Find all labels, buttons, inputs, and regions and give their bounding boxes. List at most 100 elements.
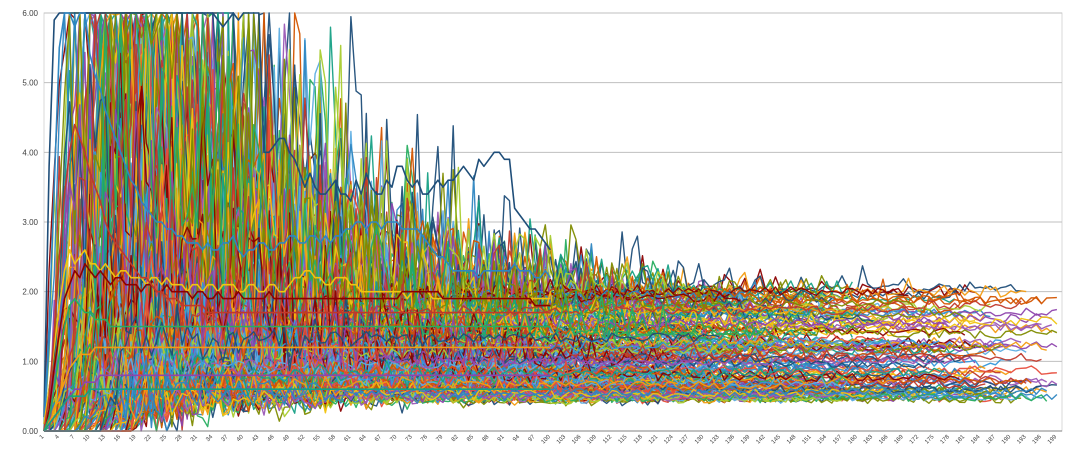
x-tick-label: 85 — [466, 434, 475, 443]
series-line — [43, 123, 551, 432]
x-tick-label: 94 — [512, 434, 521, 443]
x-tick-label: 181 — [955, 434, 967, 446]
series-line — [44, 12, 1042, 432]
x-tick-label: 73 — [405, 434, 414, 443]
axes: 0.00 1.00 2.00 3.00 4.00 5.00 6.00 1 4 7 10 13 16 19 2… — [22, 9, 1062, 445]
x-tick-label: 199 — [1047, 434, 1059, 446]
x-tick-label: 76 — [420, 434, 429, 443]
x-tick-label: 7 — [70, 434, 77, 441]
series-line — [44, 357, 1048, 432]
series-line — [43, 263, 551, 432]
x-tick-label: 166 — [878, 434, 890, 446]
series-line — [44, 301, 761, 432]
x-tick-label: 184 — [970, 434, 982, 446]
x-tick-label: 124 — [663, 434, 675, 446]
x-tick-label: 178 — [940, 434, 952, 446]
x-tick-label: 91 — [497, 434, 506, 443]
x-tick-label: 106 — [571, 434, 583, 446]
y-tick-label: 0.00 — [22, 427, 38, 436]
x-tick-label: 130 — [694, 434, 706, 446]
x-tick-label: 112 — [602, 434, 613, 445]
x-tick-label: 187 — [986, 434, 998, 446]
x-tick-label: 196 — [1032, 434, 1044, 446]
x-tick-label: 40 — [236, 434, 245, 443]
y-tick-label: 3.00 — [22, 218, 38, 227]
x-tick-label: 115 — [618, 434, 629, 445]
y-tick-label: 1.00 — [22, 357, 38, 366]
x-tick-label: 154 — [817, 434, 829, 446]
series-line — [44, 371, 1048, 432]
x-tick-label: 193 — [1016, 434, 1028, 446]
x-tick-label: 169 — [894, 434, 906, 446]
series-line — [44, 12, 756, 432]
x-tick-label: 49 — [282, 434, 291, 443]
x-tick-label: 55 — [313, 434, 322, 443]
x-tick-label: 61 — [343, 434, 352, 443]
series-line — [43, 374, 551, 432]
series-line — [43, 12, 552, 425]
x-tick-label: 160 — [847, 434, 859, 446]
series-line — [43, 346, 551, 432]
x-tick-label: 79 — [435, 434, 444, 443]
x-tick-label: 136 — [725, 434, 737, 446]
x-tick-label: 139 — [740, 434, 752, 446]
series-line — [44, 341, 945, 432]
series-line — [43, 388, 551, 432]
x-tick-label: 163 — [863, 434, 875, 446]
series-line — [44, 269, 751, 432]
series-line — [44, 344, 945, 432]
x-tick-label: 157 — [832, 434, 844, 446]
x-tick-label: 19 — [129, 434, 138, 443]
x-tick-label: 172 — [909, 434, 921, 446]
x-tick-label: 118 — [633, 434, 644, 445]
series-line — [43, 297, 551, 432]
x-tick-label: 64 — [359, 434, 368, 443]
x-tick-label: 46 — [267, 434, 276, 443]
x-tick-label: 31 — [190, 434, 199, 443]
y-tick-label: 6.00 — [22, 9, 38, 18]
x-tick-label: 70 — [389, 434, 398, 443]
x-tick-label: 142 — [755, 434, 767, 446]
x-tick-label: 175 — [924, 434, 936, 446]
x-tick-label: 52 — [297, 434, 306, 443]
x-tick-label: 67 — [374, 434, 383, 443]
x-tick-label: 133 — [709, 434, 721, 446]
x-tick-label: 97 — [528, 434, 537, 443]
x-tick-label: 109 — [587, 434, 599, 446]
x-tick-label: 148 — [786, 434, 798, 446]
x-tick-label: 121 — [648, 434, 660, 446]
x-tick-label: 25 — [159, 434, 168, 443]
series-line — [44, 12, 878, 432]
y-tick-label: 4.00 — [22, 148, 38, 157]
series-line — [44, 303, 720, 432]
x-tick-label: 82 — [451, 434, 460, 443]
x-tick-label: 58 — [328, 434, 337, 443]
y-tick-label: 2.00 — [22, 288, 38, 297]
x-tick-label: 88 — [481, 434, 490, 443]
x-tick-label: 43 — [251, 434, 260, 443]
x-tick-label: 37 — [221, 434, 230, 443]
x-tick-label: 22 — [144, 434, 153, 443]
x-tick-label: 4 — [54, 434, 61, 441]
series-line — [44, 375, 884, 432]
x-tick-label: 151 — [801, 434, 813, 446]
series-line — [44, 12, 725, 432]
x-tick-label: 10 — [82, 434, 91, 443]
x-tick-label: 13 — [98, 434, 107, 443]
x-tick-label: 190 — [1001, 434, 1013, 446]
series-line — [44, 302, 940, 432]
series-line — [44, 148, 679, 432]
x-tick-label: 16 — [113, 434, 122, 443]
x-tick-label: 127 — [679, 434, 691, 446]
x-tick-label: 100 — [541, 434, 553, 446]
series-line — [44, 339, 1057, 432]
x-tick-label: 1 — [39, 434, 46, 441]
x-tick-label: 145 — [771, 434, 783, 446]
series-line — [44, 301, 945, 432]
x-tick-label: 103 — [556, 434, 568, 446]
x-tick-label: 28 — [175, 434, 184, 443]
x-tick-label: 34 — [205, 434, 214, 443]
series-layer — [43, 12, 1058, 432]
